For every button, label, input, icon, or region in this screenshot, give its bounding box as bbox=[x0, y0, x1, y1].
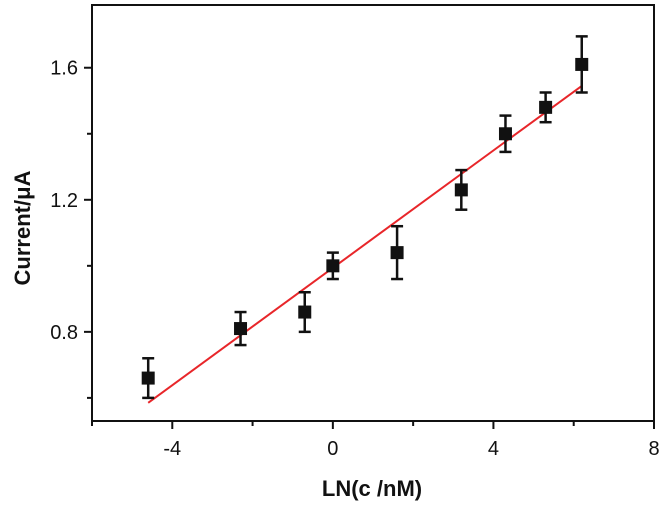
data-point bbox=[454, 183, 468, 197]
x-axis-title: LN(c /nM) bbox=[322, 476, 422, 501]
x-tick-label: 0 bbox=[327, 438, 338, 460]
y-axis-title: Current/μA bbox=[10, 170, 35, 285]
data-point bbox=[390, 246, 404, 260]
fit-line bbox=[147, 85, 583, 404]
data-point bbox=[498, 127, 512, 141]
data-point bbox=[539, 100, 553, 114]
data-point bbox=[141, 371, 155, 385]
y-tick-label: 1.6 bbox=[50, 58, 78, 80]
y-tick-label: 0.8 bbox=[50, 322, 78, 344]
x-tick-label: 8 bbox=[648, 438, 659, 460]
y-tick-label: 1.2 bbox=[50, 190, 78, 212]
data-point bbox=[575, 57, 589, 71]
plot-frame bbox=[91, 4, 655, 422]
data-point bbox=[234, 322, 248, 336]
x-tick-label: -4 bbox=[163, 438, 181, 460]
plot-area: -4 0 4 8 0.8 1.2 1.6 bbox=[50, 4, 660, 460]
data-point bbox=[298, 305, 312, 319]
x-tick-label: 4 bbox=[488, 438, 499, 460]
data-point bbox=[326, 259, 340, 273]
